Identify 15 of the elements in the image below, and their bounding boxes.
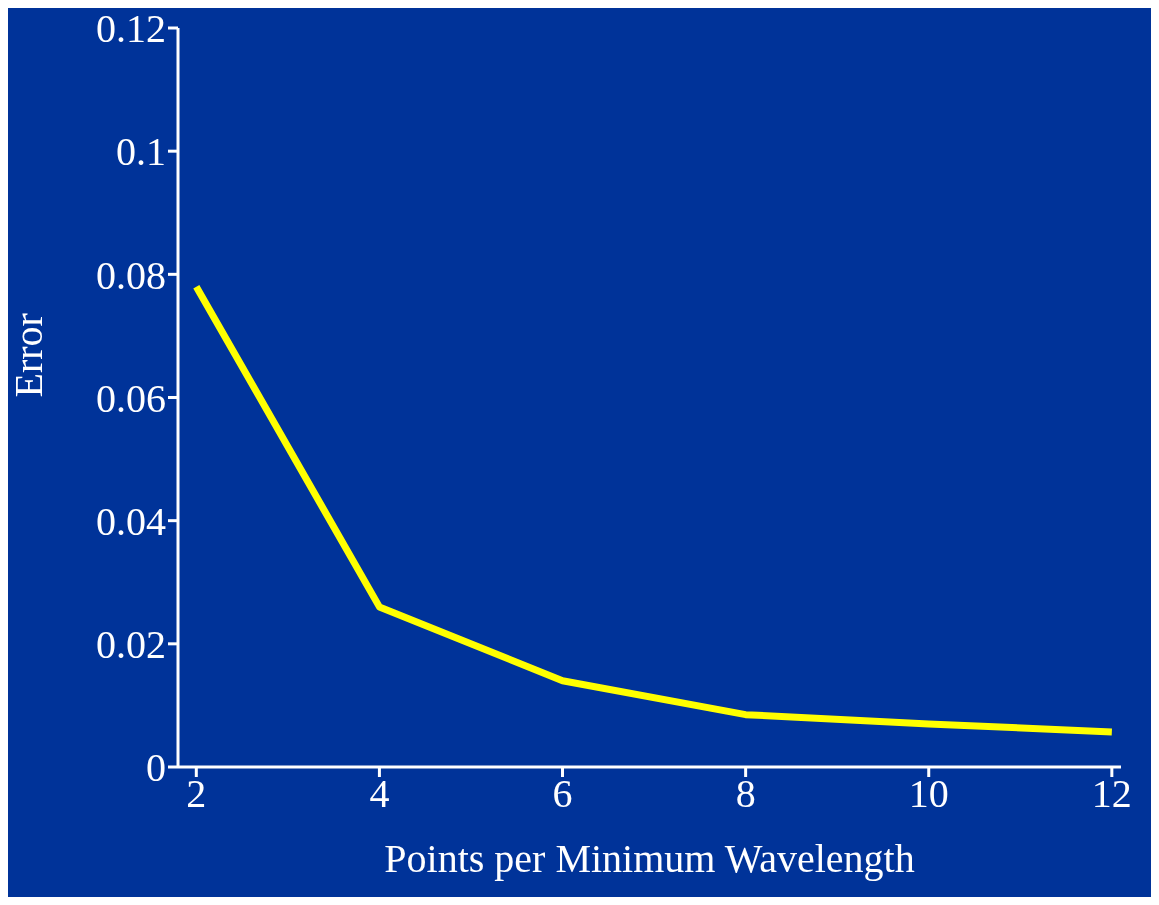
x-tick-label: 12 xyxy=(1091,771,1132,817)
y-tick-label: 0.02 xyxy=(96,622,166,668)
y-tick-label: 0.08 xyxy=(96,252,166,298)
x-tick-label: 4 xyxy=(369,771,390,817)
y-axis-title: Error xyxy=(6,313,52,398)
y-tick-label: 0 xyxy=(146,745,166,791)
x-axis-title: Points per Minimum Wavelength xyxy=(384,836,915,881)
x-tick-label: 10 xyxy=(908,771,949,817)
y-tick-label: 0.1 xyxy=(116,129,166,175)
x-tick-label: 8 xyxy=(735,771,756,817)
x-tick-label: 6 xyxy=(552,771,573,817)
y-tick-label: 0.04 xyxy=(96,498,166,544)
y-tick-label: 0.12 xyxy=(96,6,166,52)
x-tick-label: 2 xyxy=(186,771,207,817)
y-tick-label: 0.06 xyxy=(96,375,166,421)
